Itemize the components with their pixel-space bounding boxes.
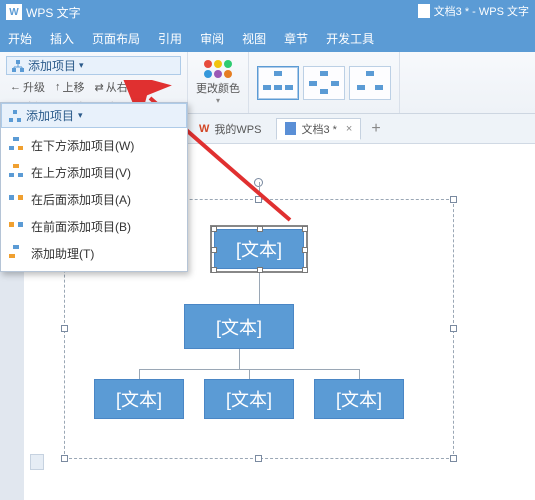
add-above-icon: [9, 164, 23, 178]
menu-page-layout[interactable]: 页面布局: [92, 30, 140, 47]
wps-logo-icon: W: [199, 123, 209, 135]
chevron-down-icon: ▾: [79, 60, 84, 71]
org-node-0[interactable]: [文本]: [214, 229, 304, 269]
document-icon: [285, 122, 296, 135]
close-icon[interactable]: ×: [346, 123, 352, 135]
menu-add-below[interactable]: 在下方添加项目(W): [1, 132, 187, 159]
org-node-4[interactable]: [文本]: [314, 379, 404, 419]
promote-button[interactable]: ← 升级: [10, 79, 45, 95]
menu-insert[interactable]: 插入: [50, 30, 74, 47]
add-item-icon: [8, 109, 22, 123]
tab-document[interactable]: 文档3 *×: [276, 118, 361, 140]
change-color-group[interactable]: 更改颜色 ▾: [188, 52, 249, 113]
add-after-icon: [9, 191, 23, 205]
menu-add-above[interactable]: 在上方添加项目(V): [1, 159, 187, 186]
menu-bar: 开始 插入 页面布局 引用 审阅 视图 章节 开发工具: [0, 24, 535, 52]
document-icon: [418, 4, 430, 18]
menu-chapter[interactable]: 章节: [284, 30, 308, 47]
add-item-dropdown: 添加项目 ▾ 在下方添加项目(W) 在上方添加项目(V) 在后面添加项目(A) …: [0, 102, 188, 272]
add-item-button[interactable]: 添加项目 ▾: [6, 56, 181, 75]
menu-start[interactable]: 开始: [8, 30, 32, 47]
org-node-2[interactable]: [文本]: [94, 379, 184, 419]
org-node-3[interactable]: [文本]: [204, 379, 294, 419]
tab-my-wps[interactable]: W我的WPS: [190, 118, 270, 140]
move-up-button[interactable]: ↑ 上移: [55, 79, 85, 95]
layout-option-2[interactable]: [303, 66, 345, 100]
title-bar: W WPS 文字 文档3 * - WPS 文字: [0, 0, 535, 24]
menu-add-assistant[interactable]: 添加助理(T): [1, 240, 187, 267]
ribbon: 添加项目 ▾ ← 升级 ↑ 上移 ⇄ 从右至左 → 降级 ↓ 下移 品 布局 更…: [0, 52, 535, 114]
layout-option-1[interactable]: [257, 66, 299, 100]
add-before-icon: [9, 218, 23, 232]
menu-view[interactable]: 视图: [242, 30, 266, 47]
layout-gallery: [249, 52, 400, 113]
window-doc-title: 文档3 * - WPS 文字: [418, 3, 529, 19]
app-logo-icon: W: [6, 4, 22, 20]
color-palette-icon: [204, 60, 232, 78]
add-item-icon: [11, 59, 25, 73]
add-below-icon: [9, 137, 23, 151]
layout-option-3[interactable]: [349, 66, 391, 100]
org-node-1[interactable]: [文本]: [184, 304, 294, 349]
menu-add-after[interactable]: 在后面添加项目(A): [1, 186, 187, 213]
rtl-button[interactable]: ⇄ 从右至左: [95, 79, 150, 95]
menu-dev-tools[interactable]: 开发工具: [326, 30, 374, 47]
menu-references[interactable]: 引用: [158, 30, 182, 47]
new-tab-button[interactable]: +: [371, 120, 380, 138]
dropdown-header[interactable]: 添加项目 ▾: [1, 103, 187, 128]
menu-review[interactable]: 审阅: [200, 30, 224, 47]
add-assistant-icon: [9, 245, 23, 259]
page-thumbnail-icon[interactable]: [30, 454, 44, 470]
menu-add-before[interactable]: 在前面添加项目(B): [1, 213, 187, 240]
